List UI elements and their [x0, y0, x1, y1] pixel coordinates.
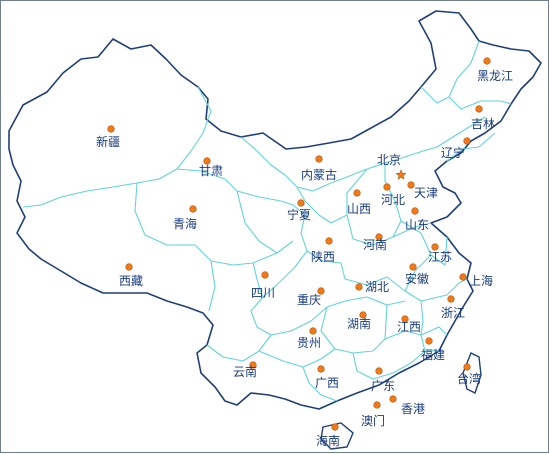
province-marker-jiangsu — [431, 243, 439, 251]
province-label-guangdong: 广东 — [371, 379, 395, 393]
province-marker-shandong — [411, 207, 419, 215]
province-markers — [107, 57, 491, 431]
province-label-neimenggu: 内蒙古 — [301, 167, 337, 182]
province-marker-qinghai — [189, 205, 197, 213]
province-marker-jiangxi — [401, 315, 409, 323]
province-label-zhejiang: 浙江 — [441, 306, 465, 320]
taiwan-island — [462, 352, 482, 394]
province-marker-xizang — [125, 263, 133, 271]
province-label-qinghai: 青海 — [173, 216, 197, 231]
province-label-taiwan: 台湾 — [457, 371, 481, 386]
capital-star-marker — [395, 169, 407, 180]
province-marker-henan — [375, 233, 383, 241]
province-label-henan: 河南 — [363, 237, 387, 252]
province-label-shanxi: 山西 — [347, 202, 371, 216]
province-marker-jilin — [475, 105, 483, 113]
province-marker-xianggang — [389, 395, 397, 403]
province-label-xianggang: 香港 — [401, 402, 425, 416]
province-label-liaoning: 辽宁 — [441, 145, 465, 160]
province-label-guangxi: 广西 — [315, 376, 339, 390]
province-label-beijing: 北京 — [377, 153, 401, 167]
province-marker-shaanxi — [325, 237, 333, 245]
province-label-sichuan: 四川 — [251, 286, 275, 300]
province-marker-tianjin — [407, 181, 415, 189]
province-marker-liaoning — [463, 137, 471, 145]
province-marker-anhui — [409, 263, 417, 271]
province-marker-zhejiang — [447, 295, 455, 303]
country-outline — [8, 10, 542, 410]
province-marker-guizhou — [309, 327, 317, 335]
province-label-jiangsu: 江苏 — [428, 250, 452, 264]
hainan-island — [320, 422, 354, 450]
province-marker-shanghai — [459, 273, 467, 281]
province-marker-ningxia — [297, 199, 305, 207]
province-marker-shanxi — [353, 189, 361, 197]
province-label-xinjiang: 新疆 — [96, 134, 120, 149]
province-label-hunan: 湖南 — [347, 316, 371, 331]
province-label-hainan: 海南 — [316, 433, 340, 448]
province-label-yunnan: 云南 — [233, 364, 257, 379]
province-marker-guangxi — [317, 365, 325, 373]
province-marker-fujian — [425, 337, 433, 345]
province-label-chongqing: 重庆 — [297, 293, 321, 307]
province-marker-aomen — [373, 401, 381, 409]
province-label-guizhou: 贵州 — [297, 336, 321, 350]
province-marker-hubei — [355, 283, 363, 291]
province-label-shandong: 山东 — [405, 218, 429, 232]
province-label-fujian: 福建 — [421, 347, 445, 362]
province-marker-chongqing — [317, 287, 325, 295]
province-marker-hunan — [359, 311, 367, 319]
province-marker-xinjiang — [107, 125, 115, 133]
province-label-shaanxi: 陕西 — [311, 249, 335, 264]
province-label-anhui: 安徽 — [405, 271, 429, 286]
province-marker-sichuan — [261, 271, 269, 279]
province-marker-neimenggu — [315, 155, 323, 163]
province-label-hubei: 湖北 — [365, 279, 389, 294]
province-label-xizang: 西藏 — [119, 274, 143, 288]
province-label-tianjin: 天津 — [414, 186, 438, 200]
province-marker-hebei — [383, 183, 391, 191]
province-borders — [22, 40, 512, 402]
province-label-aomen: 澳门 — [361, 413, 385, 428]
province-marker-guangdong — [375, 367, 383, 375]
province-marker-hainan — [331, 423, 339, 431]
province-label-shanghai: 上海 — [469, 273, 493, 288]
province-marker-taiwan — [463, 363, 471, 371]
province-label-ningxia: 宁夏 — [287, 207, 311, 222]
province-label-jilin: 吉林 — [471, 117, 495, 131]
province-label-heilongjiang: 黑龙江 — [477, 69, 513, 83]
province-label-hebei: 河北 — [381, 193, 405, 207]
province-marker-yunnan — [249, 361, 257, 369]
province-marker-gansu — [203, 157, 211, 165]
province-label-jiangxi: 江西 — [397, 320, 421, 334]
province-marker-heilongjiang — [483, 57, 491, 65]
province-label-gansu: 甘肃 — [199, 164, 223, 178]
